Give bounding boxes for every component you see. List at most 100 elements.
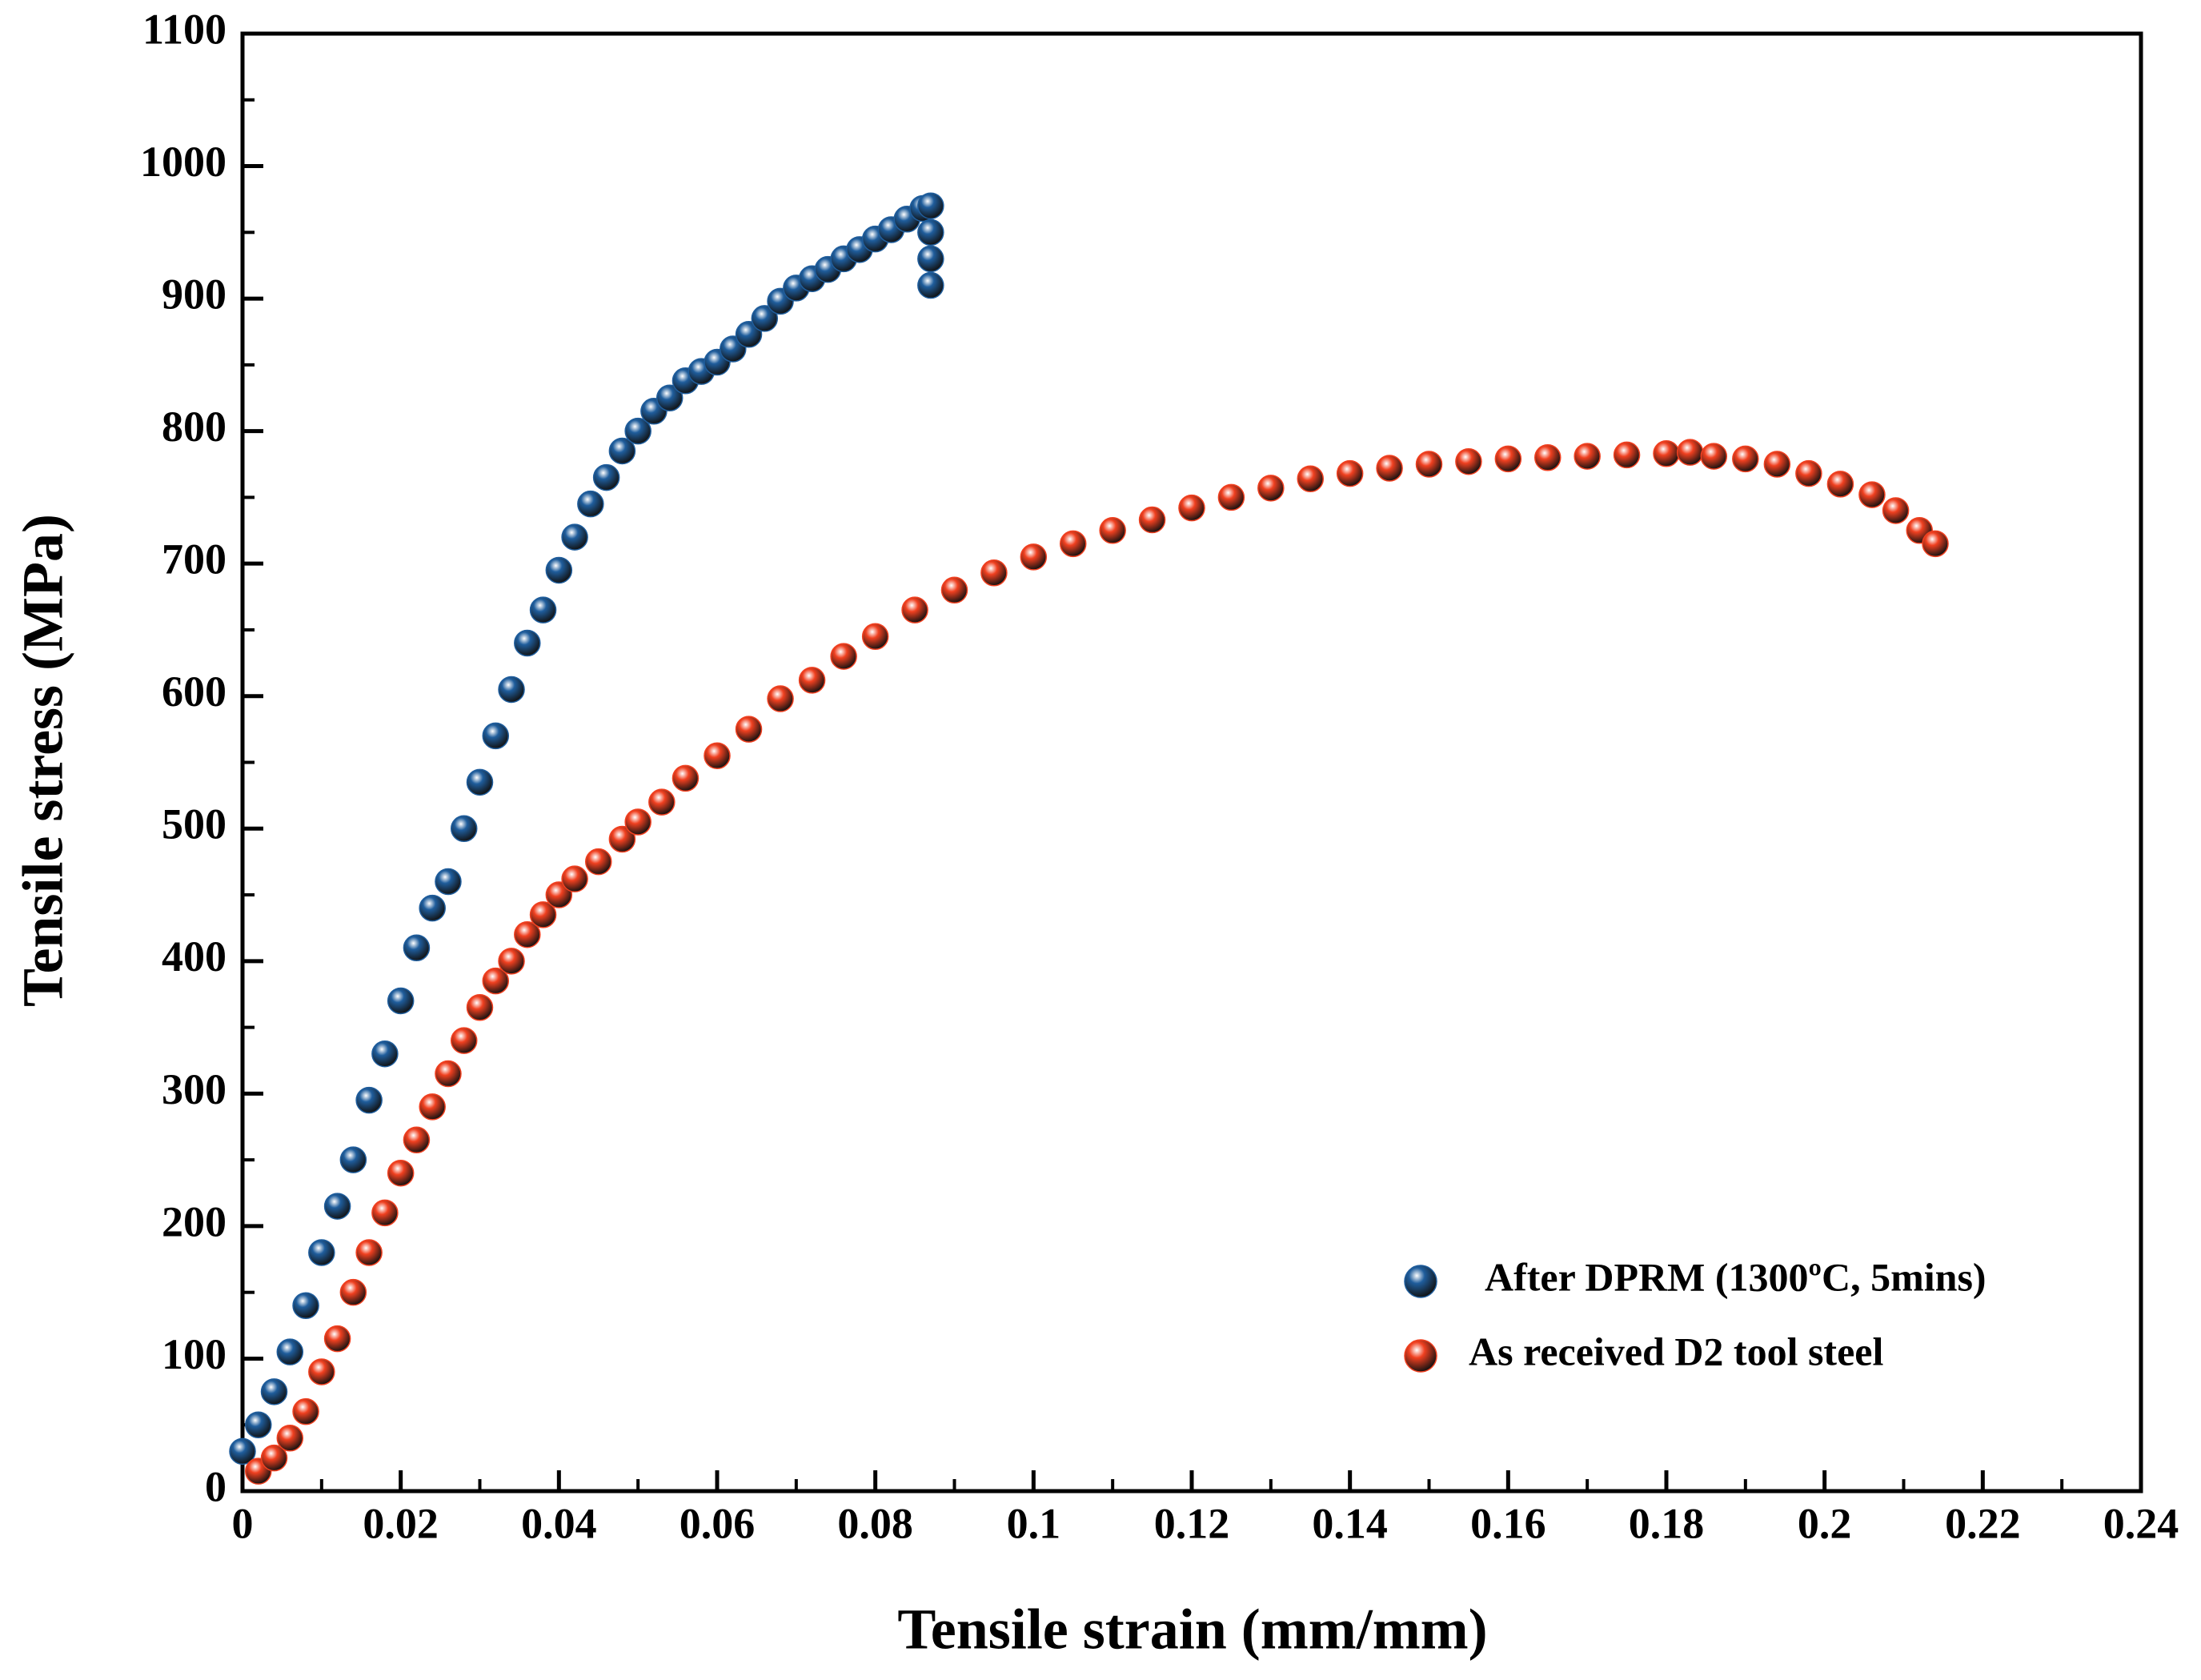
data-point [1455,447,1482,475]
data-point [545,556,573,584]
data-point [1653,440,1680,467]
y-tick-label: 700 [162,535,227,583]
legend-marker [1404,1339,1437,1373]
data-point [917,219,944,247]
data-point [1676,439,1704,466]
data-point [1217,483,1245,511]
data-point [308,1358,335,1385]
data-point [514,920,541,948]
data-point [1099,517,1126,544]
y-tick-label: 100 [162,1330,227,1378]
data-point [292,1292,319,1319]
data-point [592,463,620,491]
data-point [608,825,636,853]
y-tick-label: 0 [205,1462,227,1510]
data-point [466,994,494,1021]
data-point [387,1159,415,1187]
data-point [917,245,944,273]
data-point [514,629,541,657]
x-tick-label: 0.06 [680,1499,756,1547]
data-point [1732,445,1759,473]
data-point [624,808,651,836]
data-point [529,596,557,623]
x-tick-label: 0.24 [2103,1499,2179,1547]
data-point [339,1278,367,1306]
data-point [917,271,944,299]
y-tick-label: 900 [162,270,227,318]
data-point [1826,471,1854,498]
data-point [323,1325,351,1353]
data-point [498,676,525,704]
data-point [648,788,676,816]
data-point [276,1338,304,1365]
data-point [1613,441,1641,469]
data-point [798,667,826,694]
data-point [561,523,588,551]
data-point [672,764,700,792]
x-tick-label: 0.04 [521,1499,597,1547]
data-point [245,1411,272,1438]
y-tick-label: 300 [162,1065,227,1113]
data-point [339,1146,367,1173]
data-point [1257,475,1285,502]
data-point [498,948,525,975]
data-point [735,716,763,743]
data-point [529,901,557,928]
data-point [1415,451,1443,478]
legend-marker [1404,1265,1437,1298]
y-tick-label: 800 [162,403,227,451]
x-tick-label: 0.14 [1312,1499,1388,1547]
data-point [830,643,857,670]
data-point [450,1027,478,1054]
data-point [276,1425,304,1452]
data-point [1574,443,1601,470]
data-point [1020,543,1048,571]
data-point [940,576,968,604]
data-point [371,1199,399,1227]
data-point [260,1378,288,1405]
data-point [1882,497,1910,524]
y-tick-label: 200 [162,1197,227,1245]
x-axis-title: Tensile strain (mm/mm) [897,1598,1487,1662]
data-point [292,1397,319,1425]
data-point [655,384,684,411]
y-axis-title: Tensile stress (MPa) [11,514,75,1007]
data-point [308,1239,335,1266]
data-point [323,1193,351,1220]
data-point [482,967,510,995]
x-tick-label: 0.2 [1798,1499,1852,1547]
data-point [355,1239,383,1266]
data-point [1858,481,1886,508]
data-point [1494,445,1522,473]
y-tick-label: 400 [162,932,227,980]
y-tick-label: 1000 [140,138,227,186]
data-point [435,1060,462,1088]
data-point [585,848,612,876]
data-point [577,490,604,518]
data-point [917,192,944,219]
data-point [450,815,478,843]
data-point [466,768,494,796]
data-point [901,596,928,623]
x-tick-label: 0.08 [837,1499,913,1547]
data-point [1376,455,1403,482]
data-point [1138,506,1166,534]
x-tick-label: 0.1 [1007,1499,1061,1547]
data-point [355,1086,383,1114]
data-point [419,894,446,922]
data-point [1297,465,1324,492]
data-point [980,559,1008,587]
data-point [1795,459,1822,487]
data-point [229,1437,256,1465]
data-point [751,305,779,332]
y-tick-label: 1100 [142,5,227,53]
data-point [1763,451,1791,478]
x-tick-label: 0.22 [1945,1499,2021,1547]
data-point [767,685,794,712]
y-tick-label: 500 [162,800,227,848]
data-point [608,437,636,465]
data-point [1534,443,1562,471]
data-point [561,865,588,892]
x-tick-label: 0.12 [1154,1499,1230,1547]
